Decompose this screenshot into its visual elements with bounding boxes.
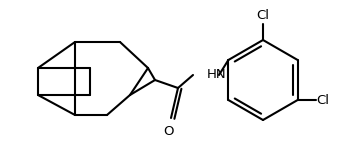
Text: O: O [164,125,174,138]
Text: Cl: Cl [256,9,270,22]
Text: HN: HN [207,69,227,82]
Text: Cl: Cl [317,94,330,106]
